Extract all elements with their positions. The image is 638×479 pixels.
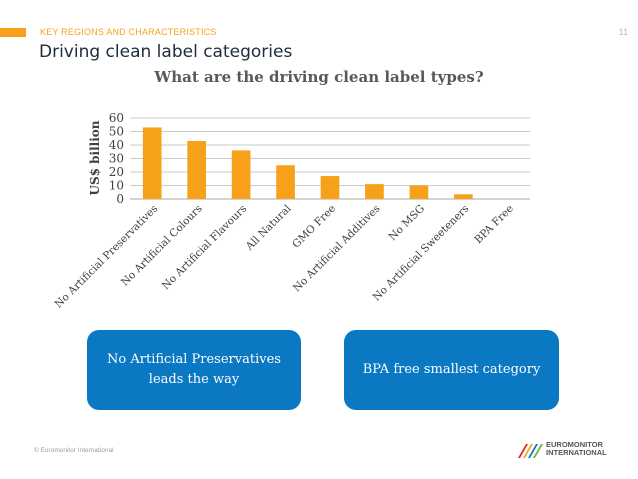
section-label: KEY REGIONS AND CHARACTERISTICS (40, 27, 217, 37)
callout-bpa-free: BPA free smallest category (344, 330, 559, 410)
logo-line2: INTERNATIONAL (546, 448, 607, 457)
logo-wordmark: EUROMONITOR INTERNATIONAL (546, 441, 607, 457)
callout-preservatives: No Artificial Preservatives leads the wa… (87, 330, 301, 410)
y-tick-label: 10 (109, 179, 124, 193)
bar (409, 185, 429, 199)
bar (231, 150, 251, 199)
category-label: No Artificial Sweeteners (371, 203, 472, 304)
y-tick-label: 0 (116, 192, 124, 206)
header-accent-bar (0, 28, 26, 37)
chart-title: What are the driving clean label types? (153, 68, 483, 86)
y-axis-label: US$ billion (88, 120, 102, 195)
bar (187, 140, 206, 199)
y-tick-label: 60 (109, 111, 124, 125)
footer-copyright: © Euromonitor International (34, 447, 114, 454)
category-label: No Artificial Flavours (160, 203, 249, 292)
logo-line1: EUROMONITOR (546, 440, 603, 449)
category-label: No MSG (387, 203, 427, 243)
y-tick-label: 20 (109, 165, 124, 179)
category-label: BPA Free (472, 203, 515, 246)
bar (276, 165, 295, 199)
category-label: No Artificial Colours (119, 203, 205, 289)
euromonitor-logo-icon (518, 444, 543, 458)
bar (454, 194, 473, 199)
callout-bpa-free-text: BPA free smallest category (362, 362, 541, 377)
bar (320, 176, 340, 199)
bar (142, 127, 162, 199)
callout-preservatives-line1: No Artificial Preservatives (107, 352, 281, 367)
category-label: GMO Free (290, 203, 338, 251)
category-label: No Artificial Additives (291, 203, 383, 295)
callout-preservatives-line2: leads the way (148, 372, 240, 387)
category-label: All Natural (243, 202, 294, 253)
bars (142, 127, 473, 199)
y-tick-label: 40 (109, 138, 124, 152)
y-tick-label: 30 (109, 152, 124, 166)
y-tick-label: 50 (109, 125, 124, 139)
bar (365, 184, 384, 199)
page-number: 11 (618, 27, 628, 37)
bar-chart: What are the driving clean label types? … (53, 68, 530, 310)
page-title: Driving clean label categories (39, 42, 293, 62)
